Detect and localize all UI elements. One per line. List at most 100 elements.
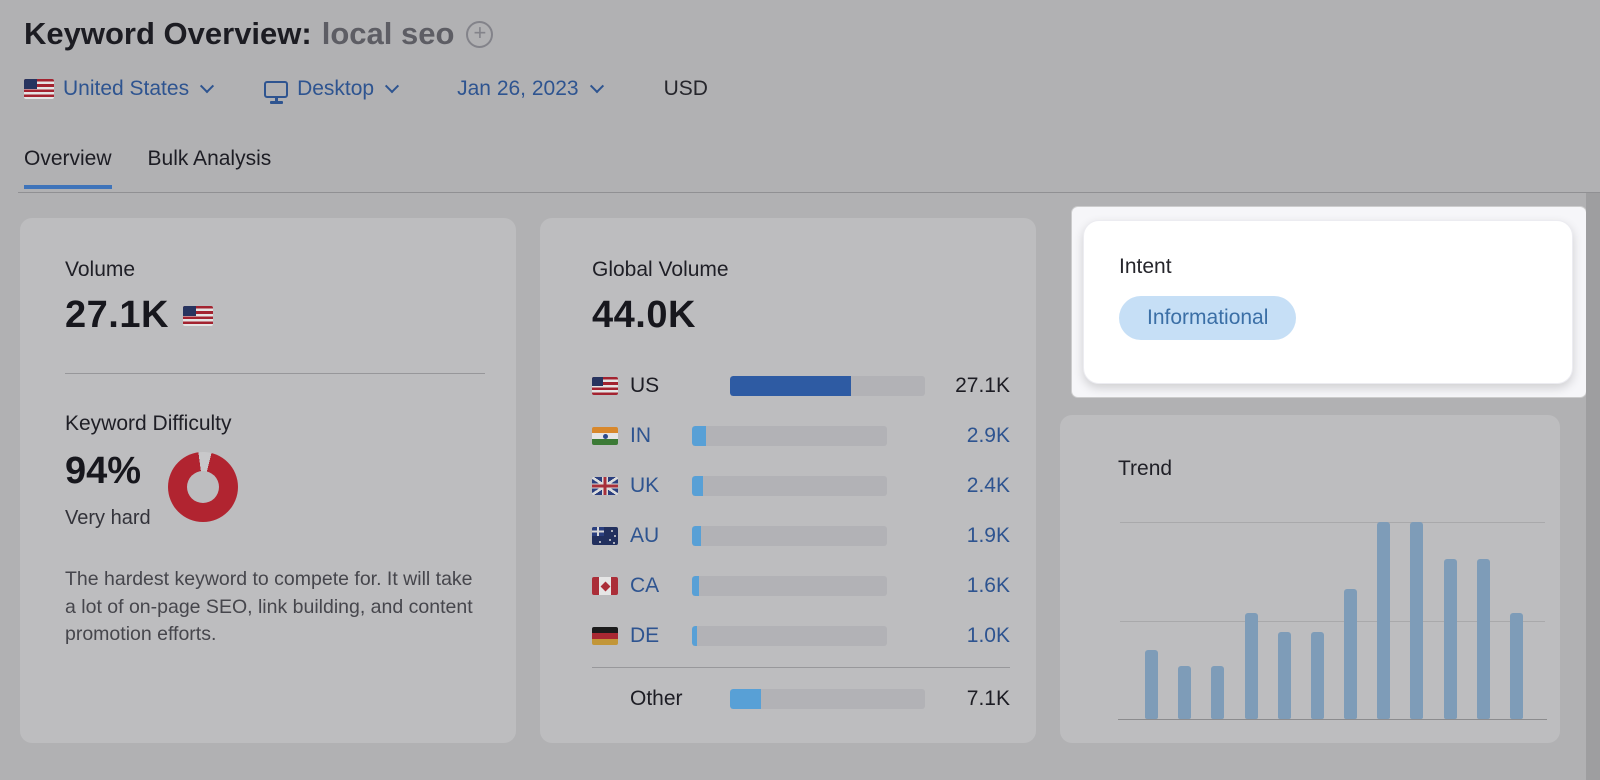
country-volume-value: 1.0K [966, 624, 1010, 647]
volume-share-fill [692, 576, 700, 596]
trend-bar [1211, 665, 1225, 719]
currency-label: USD [663, 77, 708, 100]
add-keyword-icon[interactable] [466, 20, 494, 48]
trend-card: Trend [1060, 415, 1560, 743]
trend-bar [1377, 522, 1391, 719]
country-volume-value: 27.1K [955, 374, 1010, 397]
country-volume-row: AU 1.9K [592, 511, 1010, 561]
keyword-difficulty-rating: Very hard [65, 507, 151, 529]
keyword-difficulty-donut-chart [168, 452, 238, 522]
trend-bar [1476, 559, 1490, 719]
us-flag-icon [182, 305, 213, 326]
filter-bar: United States Desktop Jan 26, 2023 USD [24, 77, 708, 104]
keyword-difficulty-label: Keyword Difficulty [65, 412, 232, 435]
country-volume-row: CA 1.6K [592, 561, 1010, 611]
country-code-label: UK [630, 474, 660, 497]
country-volume-value: 2.9K [966, 424, 1010, 447]
intent-label: Intent [1119, 255, 1172, 278]
country-code-label: DE [630, 624, 660, 647]
global-volume-rows: US 27.1K IN 2.9K UK 2.4K AU 1.9K CA 1.6K DE 1.0K Oth… [592, 361, 1010, 724]
us-flag-icon [24, 79, 54, 99]
page-edge-strip [1586, 193, 1600, 780]
volume-share-bar [730, 689, 925, 709]
country-volume-row: DE 1.0K [592, 611, 1010, 661]
gridline [1120, 620, 1545, 622]
volume-share-bar [692, 576, 887, 596]
country-code-label: CA [630, 574, 660, 597]
trend-chart [1118, 522, 1600, 720]
volume-label: Volume [65, 258, 136, 281]
keyword-difficulty-description: The hardest keyword to compete for. It w… [65, 568, 473, 646]
trend-bar [1277, 632, 1291, 719]
trend-bar [1509, 612, 1523, 719]
country-volume-row: Other 7.1K [592, 674, 1010, 724]
global-volume-divider [592, 667, 1010, 668]
device-filter-label: Desktop [297, 77, 375, 100]
global-volume-card: Global Volume 44.0K US 27.1K IN 2.9K UK 2.4K A… [540, 218, 1036, 743]
volume-share-fill [730, 689, 762, 709]
global-volume-value: 44.0K [592, 294, 696, 336]
trend-bar [1244, 612, 1258, 719]
tab-bulk-analysis[interactable]: Bulk Analysis [147, 147, 272, 170]
date-filter-dropdown[interactable]: Jan 26, 2023 [457, 77, 604, 101]
trend-bar [1145, 650, 1158, 719]
volume-share-bar [692, 426, 887, 446]
tab-overview[interactable]: Overview [24, 147, 112, 189]
country-volume-value: 1.9K [966, 524, 1010, 547]
volume-share-bar [730, 376, 925, 396]
intent-badge: Informational [1119, 296, 1297, 340]
desktop-monitor-icon [264, 80, 289, 104]
country-volume-value: 7.1K [966, 687, 1010, 710]
chevron-down-icon [385, 79, 400, 94]
volume-share-bar [692, 476, 887, 496]
chart-baseline [1118, 718, 1547, 720]
volume-share-fill [692, 426, 706, 446]
au-flag-icon [592, 527, 618, 545]
keyword-difficulty-value: 94% [65, 450, 142, 492]
trend-bar [1443, 559, 1457, 719]
page-title-text: Keyword Overview: [24, 16, 312, 51]
country-code-label: IN [630, 424, 651, 447]
country-volume-row: UK 2.4K [592, 461, 1010, 511]
intent-card: Intent Informational [1083, 220, 1573, 384]
chevron-down-icon [200, 79, 215, 94]
card-section-divider [65, 373, 485, 374]
country-volume-row: IN 2.9K [592, 411, 1010, 461]
gridline [1120, 522, 1545, 523]
ca-flag-icon [592, 577, 618, 595]
country-code-label: Other [630, 687, 683, 710]
country-volume-value: 1.6K [966, 574, 1010, 597]
country-filter-dropdown[interactable]: United States [24, 77, 215, 101]
uk-flag-icon [592, 477, 618, 495]
intent-spotlight-highlight: Intent Informational [1072, 207, 1586, 397]
page-title: Keyword Overview: local seo [24, 16, 494, 52]
chevron-down-icon [589, 79, 604, 94]
trend-bar [1410, 522, 1424, 719]
trend-bars [1145, 522, 1523, 719]
volume-value: 27.1K [65, 294, 169, 336]
country-code-label: US [630, 374, 660, 397]
in-flag-icon [592, 427, 618, 445]
keyword-text: local seo [321, 16, 455, 51]
volume-share-fill [692, 526, 701, 546]
date-filter-label: Jan 26, 2023 [457, 77, 579, 100]
trend-bar [1178, 665, 1192, 719]
country-code-label: AU [630, 524, 660, 547]
global-volume-label: Global Volume [592, 258, 729, 281]
volume-share-bar [692, 526, 887, 546]
trend-bar [1310, 632, 1324, 719]
tab-bar: Overview Bulk Analysis [24, 147, 271, 189]
volume-share-fill [730, 376, 851, 396]
volume-card: Volume 27.1K Keyword Difficulty 94% Very… [20, 218, 516, 743]
tabs-divider [18, 192, 1600, 193]
country-filter-label: United States [63, 77, 190, 100]
volume-share-bar [692, 626, 887, 646]
trend-bar [1344, 588, 1358, 719]
trend-label: Trend [1118, 457, 1173, 480]
us-flag-icon [592, 377, 618, 395]
de-flag-icon [592, 627, 618, 645]
volume-share-fill [692, 626, 697, 646]
device-filter-dropdown[interactable]: Desktop [264, 77, 400, 104]
volume-share-fill [692, 476, 703, 496]
country-volume-value: 2.4K [966, 474, 1010, 497]
